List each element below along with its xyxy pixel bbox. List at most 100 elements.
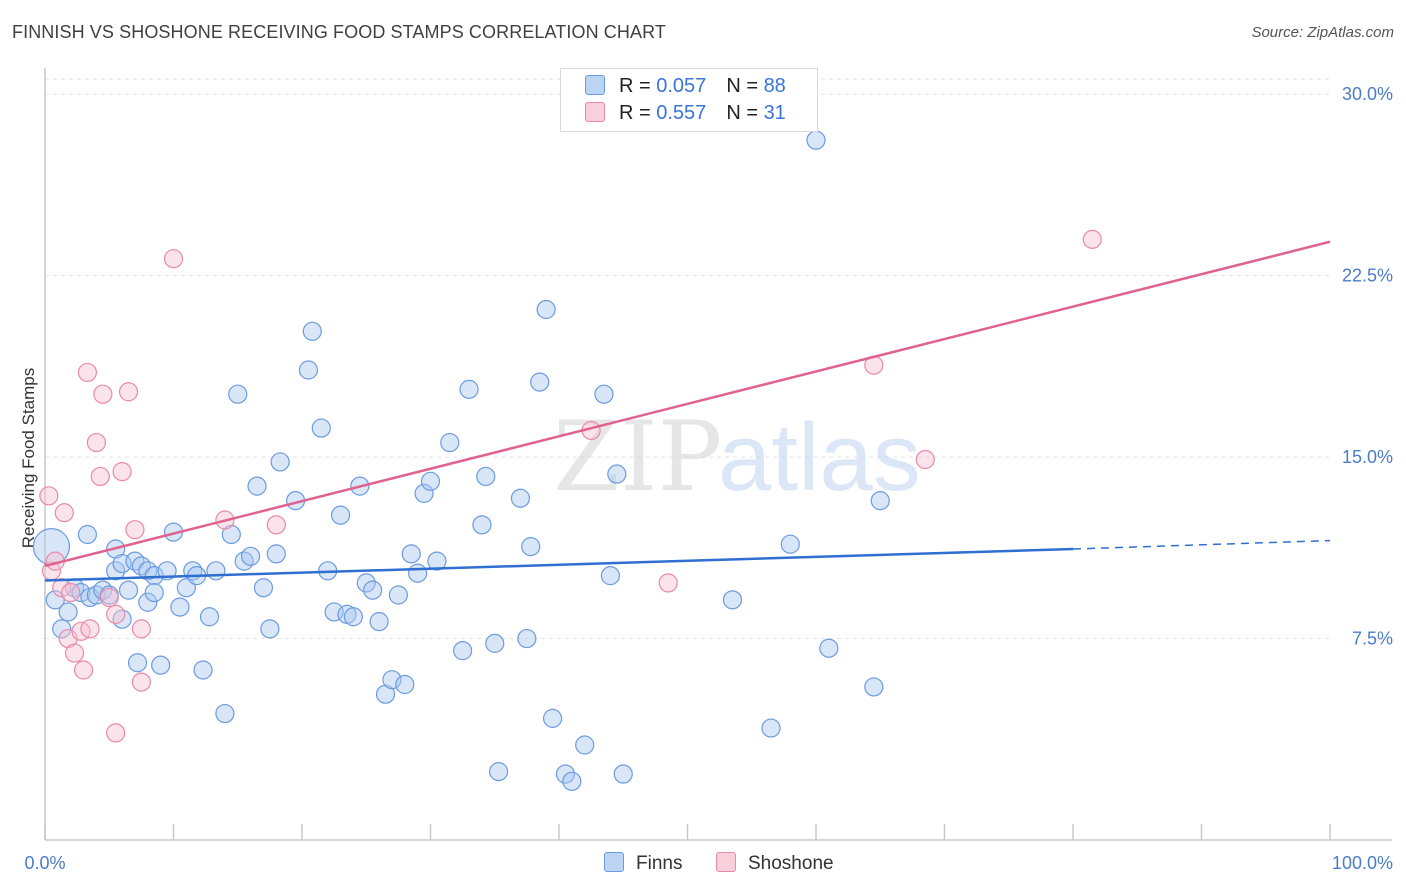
finns-point: [521, 537, 541, 557]
finns-point: [77, 524, 98, 545]
legend-item-shoshone: Shoshone: [716, 852, 834, 875]
finns-point: [356, 573, 376, 593]
y-tick-label-1: 15.0%: [1342, 447, 1393, 467]
finns-point: [106, 561, 126, 581]
finns-point: [382, 670, 402, 690]
finns-point: [298, 360, 319, 380]
shoshone-point: [163, 249, 184, 269]
finns-point: [780, 534, 800, 554]
finns-point: [472, 515, 492, 535]
finns-point: [459, 379, 479, 399]
finns-point: [542, 708, 563, 728]
watermark-zip: ZIP: [553, 401, 722, 513]
finns-point: [600, 566, 621, 586]
finns-point: [864, 677, 884, 697]
shoshone-point: [112, 462, 132, 482]
finns-trend-line: [44, 547, 1074, 582]
finns-point: [414, 483, 434, 503]
finns-point: [408, 563, 428, 583]
shoshone-point: [266, 515, 286, 535]
finns-point: [118, 580, 139, 600]
source-label: Source: ZipAtlas.com: [1251, 24, 1394, 41]
y-axis-label: Receiving Food Stamps: [19, 368, 38, 548]
finns-n-value: 88: [763, 75, 786, 97]
finns-point: [170, 597, 190, 617]
shoshone-point: [80, 619, 100, 639]
shoshone-point: [131, 619, 151, 639]
finns-point: [266, 544, 286, 564]
finns-point: [228, 384, 248, 404]
stats-legend: R = 0.057 N = 88 R = 0.557 N = 31: [560, 68, 818, 132]
finns-point: [761, 718, 781, 738]
finns-point: [193, 660, 213, 680]
finns-point: [311, 418, 331, 438]
finns-point: [369, 612, 389, 632]
shoshone-point: [54, 503, 74, 523]
finns-point: [157, 561, 177, 581]
chart-title: FINNISH VS SHOSHONE RECEIVING FOOD STAMP…: [12, 22, 666, 42]
shoshone-n-value: 31: [763, 102, 786, 124]
finns-point: [536, 299, 556, 320]
finns-point: [127, 653, 148, 673]
finns-swatch: [585, 75, 605, 95]
shoshone-point: [77, 362, 98, 383]
legend-row-shoshone: R = 0.557 N = 31: [585, 102, 786, 125]
shoshone-swatch: [585, 102, 605, 122]
finns-point: [215, 703, 235, 724]
finns-point: [199, 607, 220, 627]
finns-point: [489, 762, 509, 782]
y-tick-label-3: 30.0%: [1342, 84, 1393, 104]
finns-r-value: 0.057: [656, 75, 707, 97]
shoshone-point: [99, 587, 119, 608]
shoshone-point: [118, 382, 139, 402]
shoshone-point: [131, 672, 151, 692]
finns-point: [58, 602, 78, 622]
y-tick-labels: 7.5% 15.0% 22.5% 30.0%: [1342, 84, 1393, 648]
finns-legend-swatch: [604, 852, 624, 872]
finns-point: [530, 372, 550, 392]
finns-point: [144, 582, 164, 603]
finns-point: [71, 582, 91, 603]
finns-point: [52, 619, 72, 639]
series-legend: Finns Shoshone: [0, 852, 1406, 878]
shoshone-point: [106, 604, 126, 624]
finns-point: [420, 471, 441, 491]
shoshone-point: [64, 643, 85, 663]
shoshone-point: [1082, 229, 1102, 249]
shoshone-point: [125, 520, 145, 540]
x-tick-label-1: 100.0%: [1332, 853, 1393, 873]
finns-point: [819, 638, 839, 658]
legend-row-finns: R = 0.057 N = 88: [585, 75, 786, 98]
shoshone-point: [915, 449, 935, 470]
shoshone-point: [73, 660, 94, 680]
shoshone-point: [39, 486, 59, 506]
finns-point: [45, 590, 65, 610]
finns-point: [594, 384, 614, 404]
finns-point: [613, 764, 633, 784]
watermark-atlas: atlas: [718, 404, 921, 511]
finns-point: [575, 735, 595, 755]
finns-point: [510, 488, 531, 508]
finns-point: [260, 619, 280, 639]
y-tick-label-0: 7.5%: [1352, 629, 1393, 649]
finns-point: [241, 546, 261, 566]
finns-point: [562, 771, 582, 791]
x-tick-labels: 0.0% 100.0%: [24, 853, 1393, 873]
finns-trend-extension: [1072, 539, 1331, 550]
finns-point: [555, 764, 576, 784]
finns-point: [395, 674, 415, 695]
shoshone-point: [90, 466, 110, 487]
finns-point: [388, 585, 408, 605]
finns-point: [270, 452, 290, 472]
finns-point: [247, 476, 267, 496]
shoshone-point: [86, 432, 107, 453]
finns-point: [302, 321, 322, 341]
finns-point: [401, 544, 421, 564]
finns-point: [722, 590, 743, 610]
finns-point: [453, 641, 473, 661]
finns-point: [253, 578, 274, 598]
finns-point: [485, 633, 505, 653]
finns-point: [440, 432, 460, 453]
axes: [44, 68, 1392, 841]
